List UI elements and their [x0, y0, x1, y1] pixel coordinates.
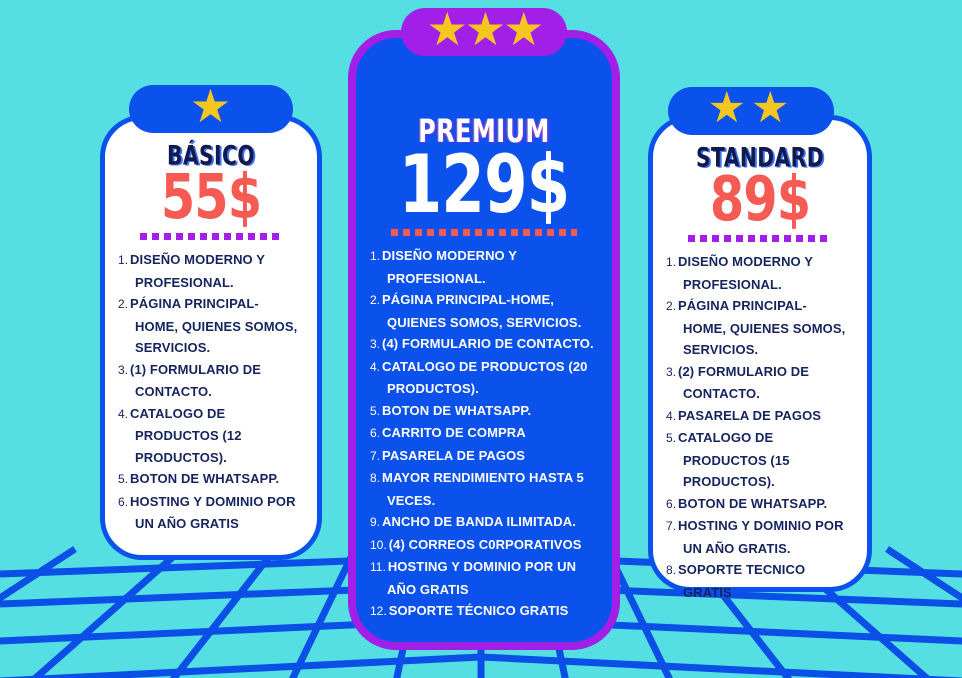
- plan-price: 89$: [709, 164, 811, 236]
- feature-list: DISEÑO MODERNO Y PROFESIONAL. PÁGINA PRIN…: [105, 249, 317, 535]
- feature-item: CARRITO DE COMPRA: [382, 425, 526, 440]
- card-body: STANDARD 89$ DISEÑO MODERNO Y PROFESIONA…: [648, 115, 872, 600]
- plan-price: 55$: [160, 162, 262, 234]
- feature-item: PASARELA DE PAGOS: [382, 447, 526, 463]
- star-banner: ★★: [668, 83, 834, 135]
- feature-item: PÁGINA PRINCIPAL-HOME, QUIENES SOMOS, SE…: [678, 298, 846, 357]
- feature-list: DISEÑO MODERNO Y PROFESIONAL. PÁGINA PRIN…: [653, 251, 867, 603]
- feature-item: CATALOGO DE PRODUCTOS (12 PRODUCTOS).: [130, 405, 242, 465]
- card-body: BÁSICO 55$ DISEÑO MODERNO Y PROFESIONAL.…: [100, 115, 322, 560]
- feature-item: (4) CORREOS C0RPORATIVOS: [388, 536, 582, 552]
- feature-item: ANCHO DE BANDA ILIMITADA.: [382, 514, 576, 529]
- feature-item: DISEÑO MODERNO Y PROFESIONAL.: [382, 248, 517, 286]
- plan-title: PREMIUM: [418, 113, 550, 151]
- feature-item: MAYOR RENDIMIENTO HASTA 5 VECES.: [382, 470, 584, 508]
- plan-card-premium: ★★★ PREMIUM 129$ DISEÑO MODERNO Y PROFES…: [348, 2, 620, 650]
- feature-item: (2) FORMULARIO DE CONTACTO.: [678, 363, 810, 402]
- plan-title: BÁSICO: [166, 141, 256, 172]
- feature-item: PÁGINA PRINCIPAL-HOME, QUIENES SOMOS, SE…: [382, 292, 582, 330]
- feature-item: HOSTING Y DOMINIO POR UN AÑO GRATIS: [130, 493, 296, 532]
- dotted-divider: [391, 229, 577, 236]
- feature-item: BOTON DE WHATSAPP.: [130, 471, 280, 486]
- star-icons: ★★: [707, 83, 795, 133]
- plan-card-standard: ★★ STANDARD 89$ DISEÑO MODERNO Y PROFESI…: [648, 83, 872, 600]
- feature-item: SOPORTE TECNICO GRATIS: [678, 562, 806, 600]
- plan-card-basico: ★ BÁSICO 55$ DISEÑO MODERNO Y PROFESIONA…: [100, 79, 322, 560]
- feature-item: DISEÑO MODERNO Y PROFESIONAL.: [130, 252, 265, 290]
- feature-item: HOSTING Y DOMINIO POR UN AÑO GRATIS: [387, 559, 577, 597]
- feature-item: SOPORTE TÉCNICO GRATIS: [388, 603, 569, 618]
- plan-price: 129$: [398, 137, 571, 232]
- feature-item: DISEÑO MODERNO Y PROFESIONAL.: [678, 254, 813, 292]
- dotted-divider: [140, 233, 282, 240]
- feature-item: BOTON DE WHATSAPP.: [382, 402, 532, 418]
- star-banner: ★: [129, 79, 293, 133]
- feature-item: BOTON DE WHATSAPP.: [678, 495, 828, 511]
- card-body: PREMIUM 129$ DISEÑO MODERNO Y PROFESIONA…: [348, 30, 620, 650]
- dotted-divider: [688, 235, 832, 242]
- feature-item: PÁGINA PRINCIPAL-HOME, QUIENES SOMOS, SE…: [130, 296, 298, 355]
- feature-item: (4) FORMULARIO DE CONTACTO.: [382, 336, 594, 351]
- feature-item: (1) FORMULARIO DE CONTACTO.: [130, 361, 262, 400]
- star-icons: ★★★: [426, 2, 545, 56]
- feature-list: DISEÑO MODERNO Y PROFESIONAL. PÁGINA PRIN…: [356, 245, 612, 623]
- feature-item: CATALOGO DE PRODUCTOS (15 PRODUCTOS).: [678, 430, 790, 489]
- feature-item: CATALOGO DE PRODUCTOS (20 PRODUCTOS).: [382, 358, 588, 397]
- feature-item: HOSTING Y DOMINIO POR UN AÑO GRATIS.: [678, 518, 844, 556]
- plan-title: STANDARD: [696, 143, 824, 174]
- feature-item: PASARELA DE PAGOS: [678, 407, 822, 423]
- star-icon: ★: [189, 79, 233, 133]
- star-banner: ★★★: [401, 2, 567, 56]
